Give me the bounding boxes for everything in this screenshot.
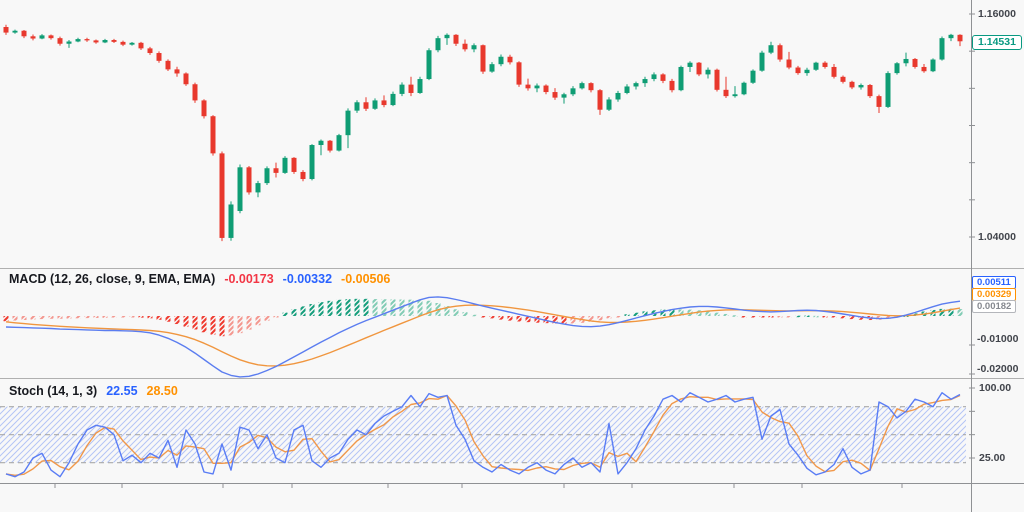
- macd-hist-value: -0.00173: [224, 272, 274, 286]
- price-axis-label-bottom: 1.04000: [978, 231, 1016, 243]
- stoch-axis-label-100: 100.00: [979, 382, 1012, 394]
- macd-signal-value: -0.00506: [341, 272, 391, 286]
- stoch-title[interactable]: Stoch (14, 1, 3): [9, 384, 98, 398]
- stoch-header: Stoch (14, 1, 3) 22.55 28.50: [9, 384, 178, 398]
- macd-line-value: -0.00332: [282, 272, 333, 286]
- macd-axis-label-1: -0.01000: [977, 333, 1019, 345]
- macd-header: MACD (12, 26, close, 9, EMA, EMA) -0.001…: [9, 272, 390, 286]
- stoch-d-value: 28.50: [146, 384, 178, 398]
- macd-title[interactable]: MACD (12, 26, close, 9, EMA, EMA): [9, 272, 216, 286]
- price-axis-label-top: 1.16000: [978, 8, 1016, 20]
- stoch-axis-label-25: 25.00: [979, 452, 1006, 464]
- stoch-k-value: 22.55: [106, 384, 138, 398]
- macd-badge-hist: 0.00182: [972, 300, 1017, 313]
- last-price-badge: 1.14531: [972, 35, 1022, 50]
- macd-axis-label-2: -0.02000: [977, 363, 1019, 375]
